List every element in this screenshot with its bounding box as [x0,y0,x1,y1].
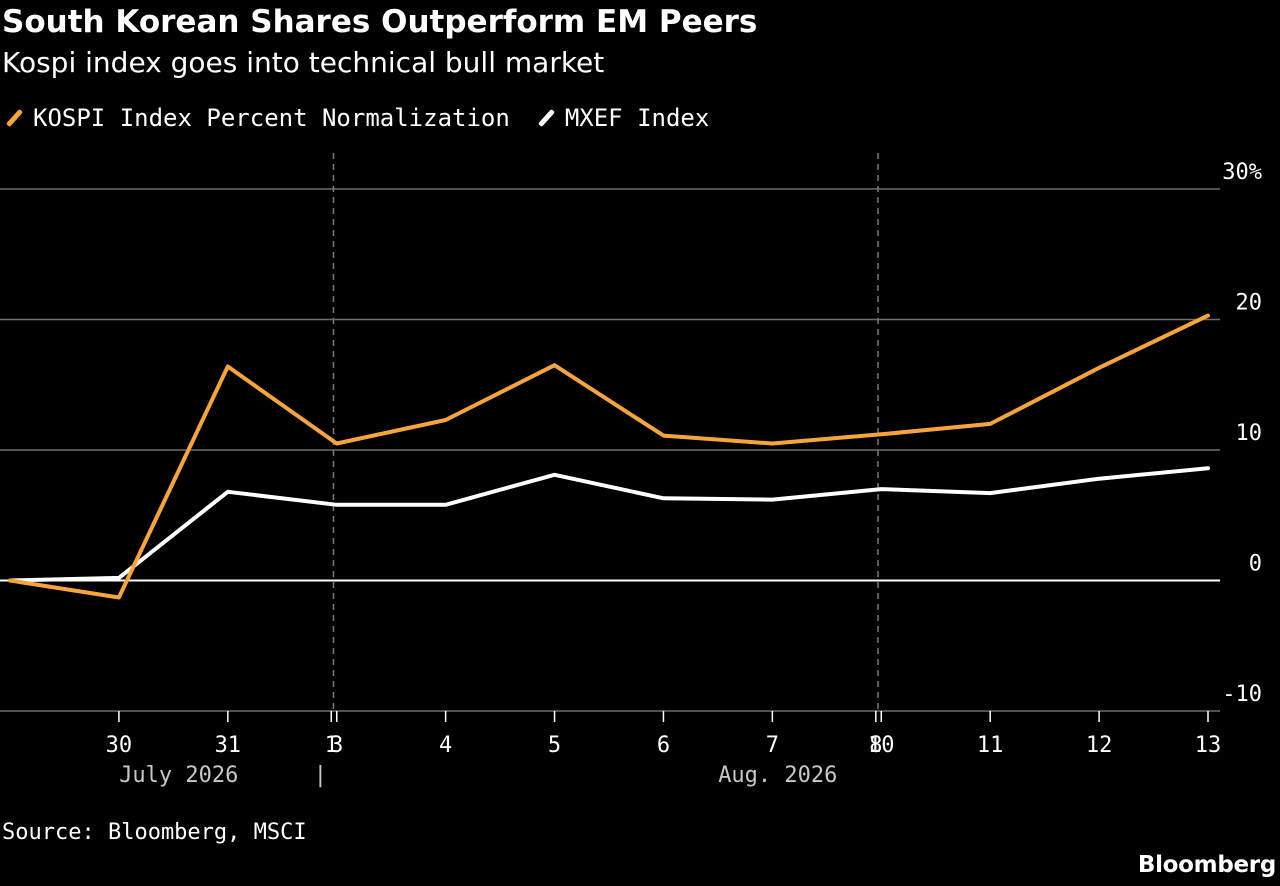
x-tick-label: 10 [868,733,895,758]
x-axis-ticks: 30 31 13 4 5 6 7 810 11 12 13 [106,711,1222,758]
legend: KOSPI Index Percent Normalization MXEF I… [4,104,735,132]
series-lines [8,313,1210,600]
chart-subtitle: Kospi index goes into technical bull mar… [2,46,605,79]
x-tick-label: 11 [977,733,1004,758]
x-tick-label: 31 [215,733,242,758]
series-line-mxef [8,466,1210,583]
x-tick-label: 6 [657,733,670,758]
period-label: | [314,763,327,788]
legend-item-mxef: MXEF Index [536,104,710,132]
y-tick-label: 10 [1236,421,1263,446]
x-tick-label: 7 [766,733,779,758]
y-tick-label: 20 [1236,291,1263,316]
period-label: July 2026 [119,763,238,788]
x-tick-label: 13 [1195,733,1222,758]
grid-lines [0,188,1220,712]
x-tick-label: 5 [548,733,561,758]
source-note: Source: Bloomberg, MSCI [2,820,307,845]
x-tick-label: 8 [869,733,882,758]
x-tick-label: 30 [106,733,133,758]
x-tick-label: 1 [325,733,338,758]
chart-title: South Korean Shares Outperform EM Peers [2,4,758,40]
y-tick-label: 30% [1222,160,1262,185]
y-axis-ticks: 30% 20 10 0 -10 [1222,160,1262,707]
period-separators [332,153,879,711]
legend-label-mxef: MXEF Index [564,104,710,132]
legend-item-kospi: KOSPI Index Percent Normalization [4,104,510,132]
y-tick-label: 0 [1249,552,1262,577]
brand-logo: Bloomberg [1137,852,1276,878]
legend-label-kospi: KOSPI Index Percent Normalization [33,104,510,132]
series-line-kospi [8,313,1210,600]
y-tick-label: -10 [1222,682,1262,707]
x-axis-period-labels: July 2026 | Aug. 2026 [119,763,837,788]
x-tick-label: 12 [1086,733,1113,758]
period-label: Aug. 2026 [718,763,837,788]
x-tick-label: 4 [439,733,452,758]
x-tick-label: 3 [330,733,343,758]
